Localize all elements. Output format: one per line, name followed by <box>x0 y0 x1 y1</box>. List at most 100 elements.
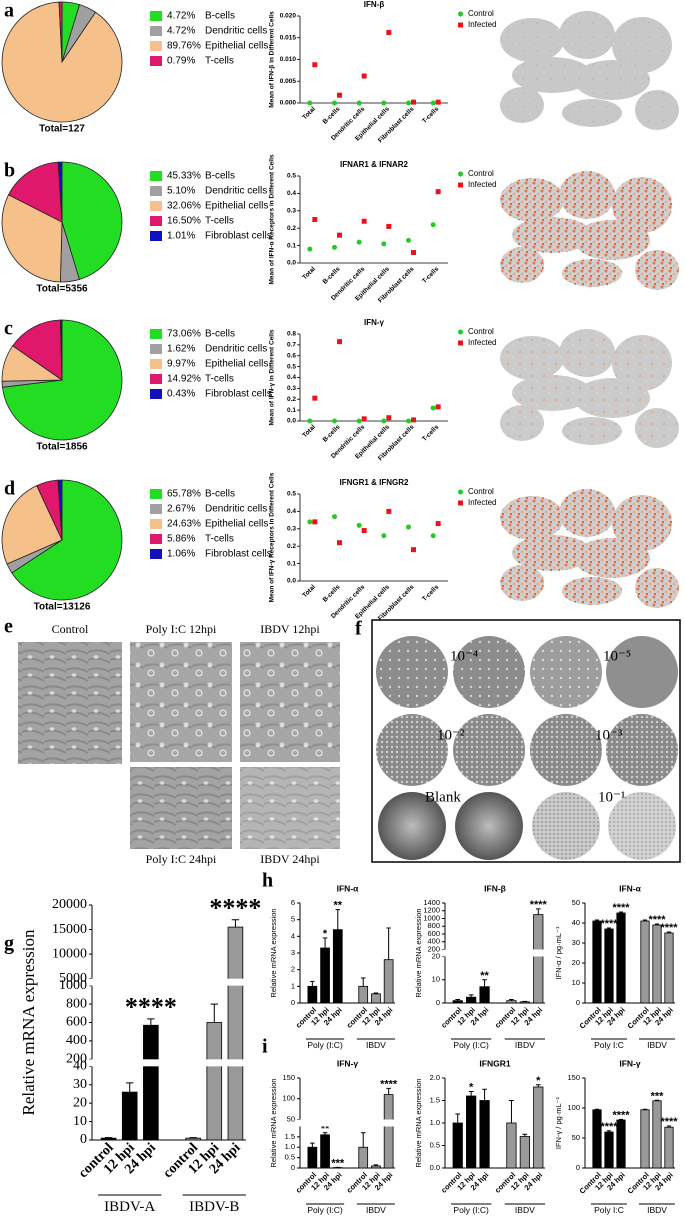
legend-value: 32.06% <box>167 201 201 212</box>
error-bar <box>606 1130 612 1132</box>
data-point <box>312 62 318 68</box>
data-point <box>386 508 392 514</box>
legend-label: B-cells <box>205 489 235 500</box>
error-bar <box>386 927 391 960</box>
y-tick-label: 0.010 <box>280 56 297 63</box>
group-label: IBDV <box>515 1040 535 1050</box>
plaque-well <box>606 636 678 708</box>
legend-swatch <box>150 56 162 66</box>
panel-letter: g <box>4 933 14 955</box>
legend-marker <box>458 329 463 335</box>
data-point <box>435 189 441 195</box>
data-point <box>435 521 441 527</box>
y-tick-label: 0 <box>576 1163 580 1172</box>
significance: ** <box>321 1123 330 1135</box>
y-tick-label: 0.4 <box>287 190 296 197</box>
panel-letter: c <box>4 318 13 340</box>
error-bar <box>594 1108 600 1110</box>
bar <box>452 1122 463 1169</box>
data-point <box>435 404 441 410</box>
legend-label: Control <box>468 487 494 496</box>
error-bar <box>522 1133 528 1137</box>
error-bar <box>618 911 624 913</box>
y-tick-label: 0.3 <box>287 385 296 392</box>
y-tick-label: 1000 <box>59 978 87 993</box>
bar <box>358 985 369 1004</box>
bar <box>479 986 490 1004</box>
significance: **** <box>660 922 678 934</box>
legend-swatch <box>150 344 162 354</box>
error-bar <box>509 1100 514 1123</box>
error-bar <box>360 977 366 987</box>
plaque-well <box>455 792 523 860</box>
micrograph <box>240 767 340 849</box>
bar <box>664 1126 674 1169</box>
legend-marker <box>458 182 463 188</box>
significance: **** <box>612 902 630 914</box>
data-point <box>332 100 337 106</box>
group-label: Poly I:C <box>594 1040 624 1050</box>
y-tick-label: 1.0 <box>430 1118 440 1127</box>
y-tick-label: 0 <box>436 998 440 1007</box>
error-bar <box>147 1018 155 1026</box>
data-point <box>406 524 411 530</box>
group-label: IBDV <box>647 1040 667 1050</box>
y-tick-label: 100 <box>282 1094 295 1103</box>
legend-value: 45.33% <box>167 171 201 182</box>
bar-chart: IFN-β Relative mRNA expression 0 10 20200400… <box>414 883 548 1050</box>
y-tick-label: 0 <box>576 998 580 1007</box>
data-point <box>411 417 416 423</box>
pie-slice <box>1 194 63 283</box>
error-bar <box>104 1137 113 1139</box>
x-tick-label: B-cells <box>322 265 342 285</box>
data-point <box>356 522 362 528</box>
data-point <box>406 237 411 243</box>
y-tick-label: 50 <box>572 898 580 907</box>
data-point <box>356 418 362 424</box>
group-label: IBDV-B <box>189 1199 239 1215</box>
significance: **** <box>648 914 666 926</box>
bar <box>358 1146 369 1169</box>
error-bar <box>360 1132 366 1148</box>
data-point <box>337 339 342 345</box>
legend-marker <box>458 22 463 28</box>
legend-swatch <box>150 11 162 21</box>
group-label: IBDV <box>366 1205 386 1215</box>
error-bar <box>642 1108 648 1110</box>
bar <box>640 920 650 1004</box>
error-bar <box>535 908 541 915</box>
tsne-map <box>500 329 679 448</box>
legend-value: 24.63% <box>167 519 201 530</box>
panel-letter: a <box>4 0 14 22</box>
legend-value: 5.10% <box>167 186 195 197</box>
legend-value: 5.86% <box>167 534 195 545</box>
y-tick-label: 0.5 <box>287 363 296 370</box>
data-point <box>356 239 362 245</box>
bar <box>592 1109 602 1169</box>
y-tick-label: 1.0 <box>285 1142 295 1151</box>
error-bar <box>455 1113 461 1123</box>
plaque-well <box>453 714 525 786</box>
y-tick-label: 5000 <box>59 971 87 986</box>
data-point <box>430 533 436 539</box>
data-point <box>430 405 436 411</box>
data-point <box>411 250 416 256</box>
pie-total: Total=127 <box>39 124 85 135</box>
micrograph-label: Poly I:C 12hpi <box>146 622 217 636</box>
data-point <box>337 540 342 546</box>
tsne-map <box>500 11 679 130</box>
legend-value: 2.67% <box>167 504 195 515</box>
y-tick-label: 400 <box>66 1033 87 1048</box>
dilution-label: 10⁻⁵ <box>603 648 631 664</box>
micrograph-label: Poly I:C 24hpi <box>146 852 217 866</box>
error-bar <box>386 1087 391 1095</box>
dilution-label: 10⁻² <box>437 727 465 743</box>
legend-label: Dendritic cells <box>205 186 267 197</box>
legend-value: 1.01% <box>167 231 195 242</box>
y-tick-label: 0.1 <box>287 242 296 249</box>
y-tick-label: 800 <box>427 921 440 930</box>
data-point <box>307 246 313 252</box>
y-axis-label: Mean of IFN-γ in Different Cells <box>269 329 276 425</box>
legend-label: Epithelial cells <box>205 41 268 52</box>
dilution-label: 10⁻⁴ <box>450 648 478 664</box>
